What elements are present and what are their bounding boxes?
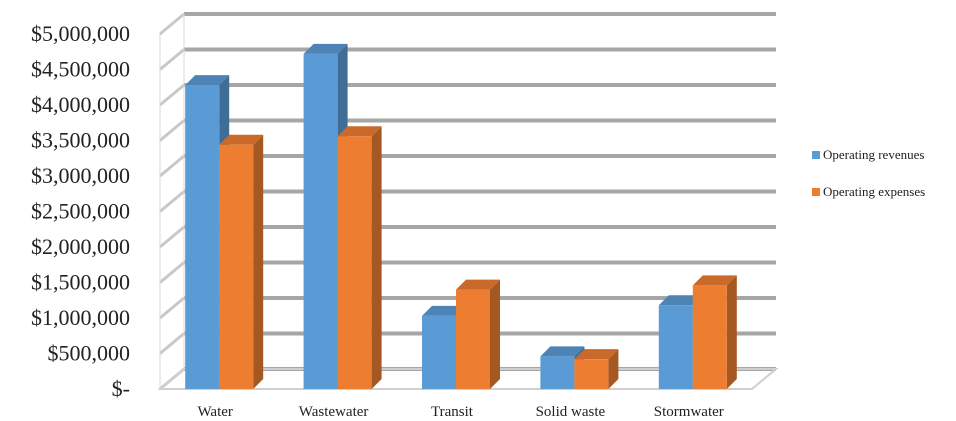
y-tick-label: $1,000,000 — [31, 305, 130, 330]
legend: Operating revenues Operating expenses — [812, 146, 952, 220]
y-tick-label: $- — [112, 376, 130, 401]
bar — [456, 289, 490, 389]
bar-top — [422, 305, 466, 316]
legend-label-revenues: Operating revenues — [823, 147, 925, 162]
bar-top — [185, 75, 230, 86]
legend-item-revenues: Operating revenues — [812, 146, 952, 164]
y-tick-label: $3,000,000 — [31, 163, 130, 188]
bar-top — [219, 134, 264, 145]
legend-item-expenses: Operating expenses — [812, 183, 952, 201]
side-wall-gridline — [159, 225, 185, 249]
bar-top — [658, 295, 703, 306]
y-tick-label: $3,500,000 — [31, 128, 130, 153]
bar-side — [490, 279, 500, 389]
bar-side — [371, 126, 382, 390]
bar — [574, 359, 609, 389]
bar — [692, 285, 727, 389]
legend-label-expenses: Operating expenses — [823, 184, 926, 199]
bar — [303, 53, 338, 389]
side-wall-gridline — [159, 119, 185, 142]
x-tick-label: Transit — [431, 404, 474, 420]
bar — [540, 356, 575, 389]
bar-side — [726, 275, 737, 389]
y-tick-label: $1,500,000 — [31, 270, 130, 295]
side-wall-gridline — [159, 296, 185, 320]
y-tick-label: $4,500,000 — [31, 57, 130, 82]
side-wall-gridline — [159, 83, 185, 107]
y-tick-label: $500,000 — [48, 341, 131, 366]
y-tick-label: $2,500,000 — [31, 199, 130, 224]
side-wall-gridline — [159, 48, 185, 71]
side-wall-gridline — [159, 261, 185, 284]
bar-top — [692, 275, 737, 286]
x-tick-label: Wastewater — [299, 404, 369, 420]
bar-side — [253, 134, 264, 389]
bar — [337, 136, 372, 389]
x-tick-label: Water — [197, 404, 232, 420]
y-tick-label: $5,000,000 — [31, 21, 130, 46]
bar-side — [608, 349, 619, 389]
bar-top — [574, 349, 619, 360]
bar — [185, 85, 220, 390]
bar-top — [337, 126, 382, 137]
x-tick-label: Stormwater — [654, 404, 724, 420]
bar-top — [540, 346, 585, 357]
bar-top — [303, 43, 348, 54]
x-tick-label: Solid waste — [536, 404, 606, 420]
bar — [658, 305, 693, 389]
side-wall-gridline — [159, 154, 185, 178]
side-wall-gridline — [159, 332, 185, 355]
legend-swatch-revenues — [812, 151, 820, 159]
bar — [422, 315, 456, 389]
bar-top — [456, 279, 500, 290]
side-wall-gridline — [159, 12, 185, 36]
y-tick-label: $2,000,000 — [31, 234, 130, 259]
y-tick-label: $4,000,000 — [31, 92, 130, 117]
side-wall-gridline — [159, 190, 185, 213]
bar — [219, 144, 254, 389]
legend-swatch-expenses — [812, 188, 820, 196]
